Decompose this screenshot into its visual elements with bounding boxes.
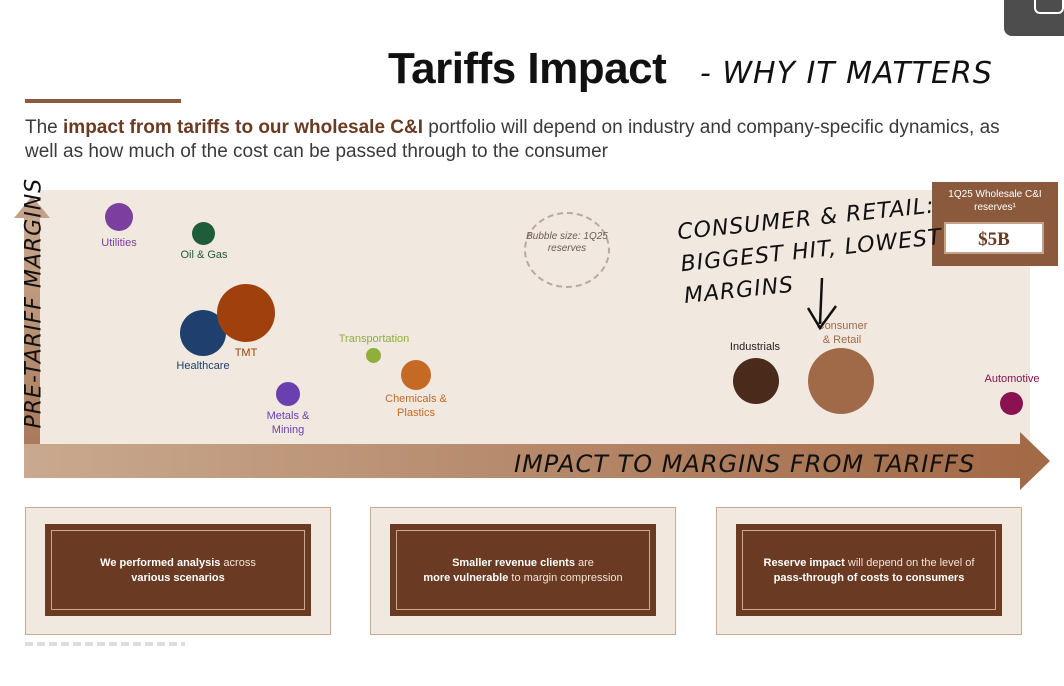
card-text-analysis: We performed analysis across various scen… (100, 557, 256, 584)
x-axis-annotation: IMPACT TO MARGINS FROM TARIFFS (514, 450, 976, 478)
page-title: Tariffs Impact (388, 44, 667, 93)
bubble-label-utilities: Utilities (101, 237, 137, 249)
legend-bubble-size: Bubble size: 1Q25 reserves (524, 212, 610, 288)
bubble-label-oil-gas: Oil & Gas (180, 249, 228, 261)
reserves-header: 1Q25 Wholesale C&I reserves¹ (948, 189, 1042, 213)
y-axis-arrowhead (14, 196, 50, 218)
bubble-industrials (733, 358, 779, 404)
card-smaller-clients: Smaller revenue clients are more vulnerab… (390, 524, 656, 616)
bubble-label-industrials: Industrials (729, 341, 781, 353)
bubble-label-automotive: Automotive (984, 373, 1040, 385)
card-frame (742, 530, 996, 610)
bubble-label-healthcare: Healthcare (176, 360, 230, 372)
bubble-metals-mining (276, 382, 300, 406)
bubble-label-chemicals-plastics: Chemicals & Plastics (385, 393, 447, 419)
bubble-label-transportation: Transportation (338, 333, 410, 345)
y-axis-annotation: PRE-TARIFF MARGINS (21, 177, 47, 429)
legend-bubble-text: Bubble size: 1Q25 reserves (526, 231, 608, 254)
card-text-reserve-impact: Reserve impact will depend on the level … (763, 557, 975, 584)
bubble-oil-gas (192, 222, 215, 245)
bubble-utilities (105, 203, 133, 231)
reserves-value: $5B (944, 222, 1044, 254)
corner-tab[interactable] (1004, 0, 1064, 36)
bubble-label-metals-mining: Metals & Mining (266, 410, 310, 437)
title-annotation: - WHY IT MATTERS (700, 56, 993, 91)
card-reserve-impact: Reserve impact will depend on the level … (736, 524, 1002, 616)
card-analysis: We performed analysis across various scen… (45, 524, 311, 616)
card-frame (396, 530, 650, 610)
bubble-tmt (217, 284, 275, 342)
y-axis-arrow (24, 215, 40, 455)
description: The impact from tariffs to our wholesale… (25, 117, 1000, 162)
hand-arrow-icon (806, 277, 838, 331)
title-rule (25, 99, 181, 103)
bubble-label-tmt: TMT (234, 347, 258, 359)
x-axis-arrow (24, 444, 1024, 478)
bubble-label-consumer-retail: Consumer & Retail (816, 320, 868, 346)
bubble-automotive (1000, 392, 1023, 415)
chat-bubble-icon (1034, 0, 1064, 14)
bubble-consumer-retail (808, 348, 874, 414)
bubble-transportation (366, 348, 381, 363)
card-text-smaller-clients: Smaller revenue clients are more vulnerab… (423, 557, 623, 584)
bubble-chemicals-plastics (401, 360, 431, 390)
x-axis-arrowhead (1020, 432, 1050, 490)
card-frame (51, 530, 305, 610)
footnote (25, 642, 185, 646)
